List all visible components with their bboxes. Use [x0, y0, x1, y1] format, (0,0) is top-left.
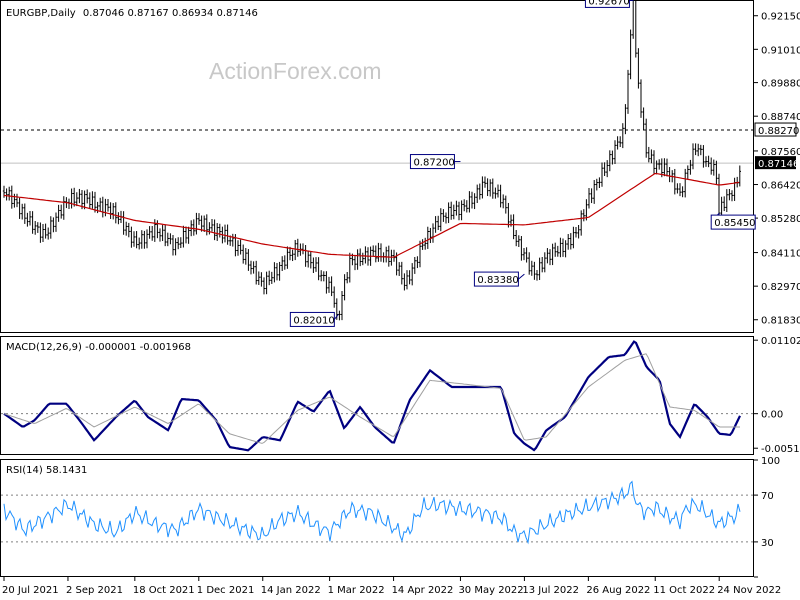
price-tick-label: 0.91010 — [761, 45, 800, 56]
macd-series — [1, 340, 753, 452]
ma-line — [3, 172, 740, 258]
callout-box — [409, 154, 455, 170]
price-tick-label: 0.89880 — [761, 79, 800, 90]
callout-box — [473, 271, 519, 287]
current-price-tag — [755, 156, 796, 170]
price-tick-label: 0.92150 — [761, 12, 800, 23]
price-tick-label: 0.87560 — [761, 147, 800, 158]
price-tick-label: 0.84110 — [761, 249, 800, 260]
rsi-panel-title: RSI(14) 58.1431 — [6, 465, 87, 476]
date-tick-label: 2 Sep 2021 — [66, 585, 123, 596]
date-axis: 20 Jul 2021 2 Sep 2021 18 Oct 2021 1 Dec 20… — [2, 577, 781, 596]
date-tick-label: 20 Jul 2021 — [2, 585, 59, 596]
callout-label: 0.85450 — [714, 218, 755, 229]
ohlc-label: 0.87046 0.87167 0.86934 0.87146 — [83, 8, 258, 19]
callout-box — [710, 214, 756, 230]
watermark: ActionForex.com — [209, 58, 382, 84]
macd-tick-label: 0.00 — [761, 410, 783, 421]
reference-label: 0.88270 — [758, 126, 799, 137]
rsi-line — [3, 480, 741, 545]
macd-panel-title: MACD(12,26,9) -0.000001 -0.001968 — [6, 342, 191, 353]
macd-tick-label: 0.011023 — [761, 336, 800, 347]
signal-line — [3, 353, 740, 444]
reference-level: 0.88270 0.87146 — [1, 122, 799, 170]
date-tick-label: 1 Dec 2021 — [197, 585, 255, 596]
date-tick-label: 1 Mar 2022 — [328, 585, 385, 596]
rsi-axis: 100 70 30 — [754, 456, 780, 578]
price-tick-label: 0.85280 — [761, 214, 800, 225]
current-price-label: 0.87146 — [758, 159, 799, 170]
date-tick-label: 14 Jan 2022 — [261, 585, 321, 596]
date-tick-label: 13 Jul 2022 — [522, 585, 579, 596]
callout-label: 0.92670 — [588, 0, 629, 7]
price-tick-label: 0.81830 — [761, 316, 800, 327]
price-series — [2, 0, 741, 321]
symbol-label: EURGBP,Daily — [6, 8, 76, 19]
price-panel-title: EURGBP,Daily 0.87046 0.87167 0.86934 0.8… — [6, 8, 258, 19]
callout-label: 0.83380 — [477, 275, 518, 286]
reference-tag — [754, 122, 797, 137]
macd-tick-label: -0.005182 — [761, 444, 800, 455]
macd-line — [3, 340, 741, 452]
price-tick-label: 0.86420 — [761, 181, 800, 192]
date-tick-label: 14 Apr 2022 — [392, 585, 454, 596]
rsi-series — [1, 480, 753, 545]
macd-panel — [0, 336, 754, 455]
macd-axis: 0.011023 0.00 -0.005182 — [754, 336, 800, 455]
rsi-panel — [0, 459, 754, 577]
date-tick-label: 11 Oct 2022 — [653, 585, 715, 596]
price-tick-label: 0.82970 — [761, 282, 800, 293]
price-axis: 0.92150 0.91010 0.89880 0.88740 0.87560 0.864… — [754, 12, 800, 327]
callout-label: 0.82010 — [293, 315, 334, 326]
date-tick-label: 18 Oct 2021 — [133, 585, 195, 596]
callout-leader — [518, 273, 525, 280]
date-tick-label: 30 May 2022 — [458, 585, 523, 596]
callout-label: 0.87200 — [413, 158, 454, 169]
moving-average-line — [3, 172, 740, 258]
callout-leader — [333, 314, 339, 320]
price-callouts: 0.92670 0.87200 0.85450 0.83380 0.82010 — [289, 0, 756, 327]
callout-box — [289, 311, 335, 327]
rsi-tick-label: 100 — [761, 456, 780, 467]
rsi-tick-label: 30 — [761, 538, 774, 549]
price-panel — [0, 0, 754, 333]
date-tick-label: 24 Nov 2022 — [717, 585, 781, 596]
price-tick-label: 0.88740 — [761, 112, 800, 123]
date-tick-label: 26 Aug 2022 — [586, 585, 650, 596]
callout-box — [584, 0, 630, 8]
rsi-tick-label: 70 — [761, 491, 774, 502]
